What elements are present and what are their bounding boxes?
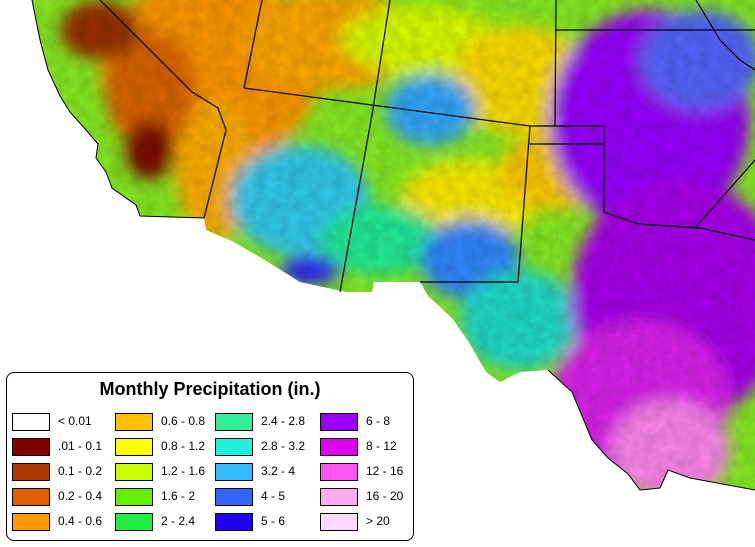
- legend-label: 12 - 16: [366, 464, 404, 478]
- legend-label: 5 - 6: [261, 514, 286, 528]
- legend-swatch: [320, 463, 358, 481]
- legend-label: 0.6 - 0.8: [161, 414, 206, 428]
- legend-label: 8 - 12: [366, 439, 397, 453]
- legend-swatch: [115, 513, 153, 531]
- legend-swatch: [320, 513, 358, 531]
- legend-label: 1.2 - 1.6: [161, 464, 206, 478]
- legend-label: 4 - 5: [261, 489, 286, 503]
- map-legend: Monthly Precipitation (in.) < 0.01 .01 - …: [6, 372, 414, 541]
- legend-swatch: [12, 438, 50, 456]
- legend-label: 0.1 - 0.2: [58, 464, 103, 478]
- legend-swatch: [320, 488, 358, 506]
- legend-swatch: [115, 413, 153, 431]
- legend-swatch: [320, 413, 358, 431]
- legend-swatch: [215, 488, 253, 506]
- legend-swatch: [215, 463, 253, 481]
- legend-swatch: [12, 463, 50, 481]
- state-boundaries: [99, 0, 755, 293]
- legend-swatch: [12, 513, 50, 531]
- legend-label: 2.8 - 3.2: [261, 439, 306, 453]
- legend-swatch: [12, 488, 50, 506]
- legend-label: .01 - 0.1: [58, 439, 103, 453]
- gulf-coast: [547, 369, 755, 491]
- legend-label: > 20: [366, 514, 390, 528]
- legend-label: 6 - 8: [366, 414, 391, 428]
- legend-label: 2 - 2.4: [161, 514, 196, 528]
- legend-title: Monthly Precipitation (in.): [99, 379, 321, 399]
- legend-swatch: [115, 488, 153, 506]
- legend-label: 1.6 - 2: [161, 489, 196, 503]
- legend-swatch: [320, 438, 358, 456]
- legend-label: < 0.01: [58, 414, 92, 428]
- legend-swatch: [115, 438, 153, 456]
- legend-swatch: [215, 413, 253, 431]
- legend-swatch: [12, 413, 50, 431]
- coastline: [31, 0, 205, 219]
- legend-swatch: [215, 438, 253, 456]
- legend-label: 16 - 20: [366, 489, 404, 503]
- legend-label: 0.2 - 0.4: [58, 489, 103, 503]
- legend-label: 3.2 - 4: [261, 464, 296, 478]
- legend-swatch: [215, 513, 253, 531]
- legend-label: 2.4 - 2.8: [261, 414, 306, 428]
- legend-label: 0.4 - 0.6: [58, 514, 103, 528]
- legend-swatch: [115, 463, 153, 481]
- legend-label: 0.8 - 1.2: [161, 439, 206, 453]
